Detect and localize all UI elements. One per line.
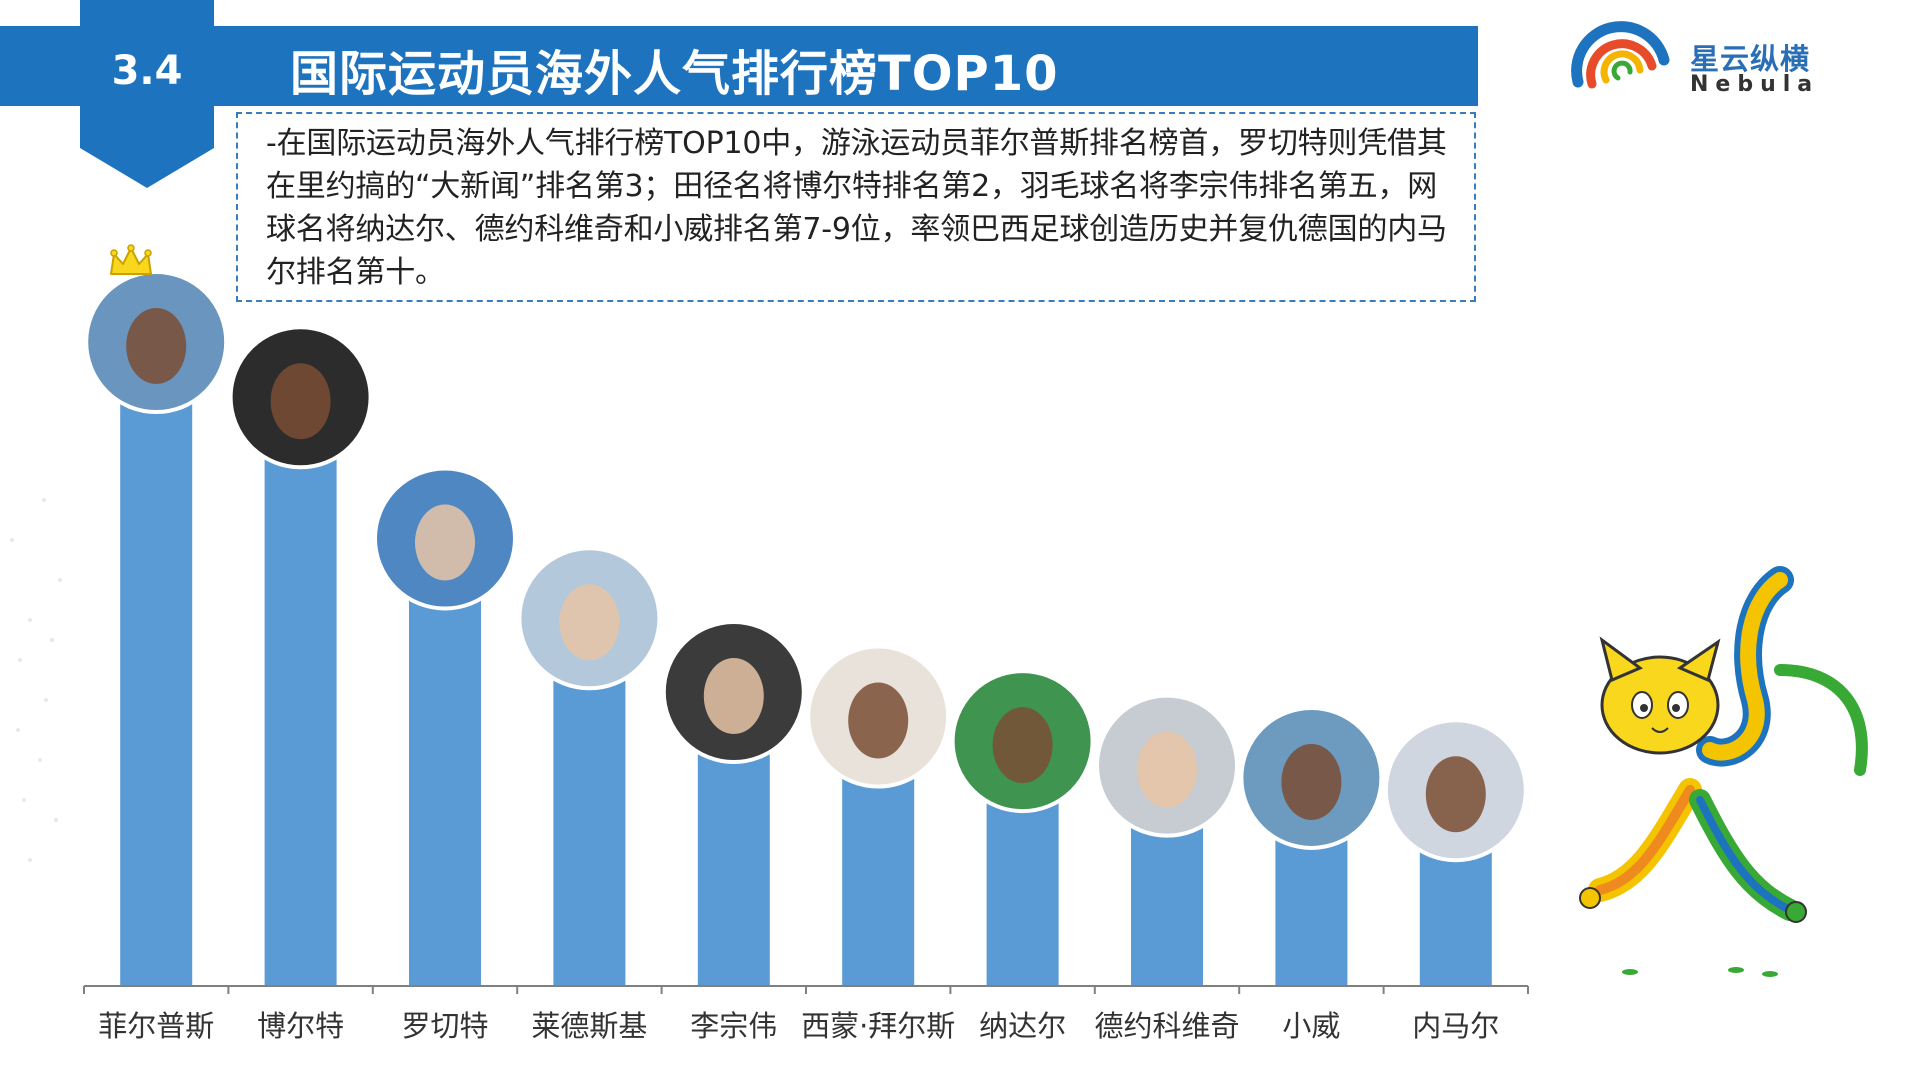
x-tick-label: 德约科维奇 xyxy=(1094,1009,1239,1043)
x-tick-label: 李宗伟 xyxy=(690,1009,777,1043)
x-tick-label: 莱德斯基 xyxy=(531,1009,647,1043)
avatar-face xyxy=(992,707,1053,784)
avatar-face xyxy=(126,308,187,384)
avatar-face xyxy=(1425,756,1486,833)
avatar-face xyxy=(703,657,764,734)
avatar-face xyxy=(848,682,909,759)
x-tick-label: 博尔特 xyxy=(257,1009,344,1043)
avatar-face xyxy=(415,504,475,581)
avatar-face xyxy=(559,584,620,661)
avatar-face xyxy=(1137,731,1197,808)
x-tick-label: 西蒙·拜尔斯 xyxy=(801,1009,955,1043)
summary-box xyxy=(236,112,1476,302)
x-tick-label: 小威 xyxy=(1282,1009,1340,1043)
crown-icon xyxy=(110,244,152,275)
page-title: 国际运动员海外人气排行榜TOP10 xyxy=(290,46,1059,102)
x-tick-label: 纳达尔 xyxy=(979,1009,1066,1043)
mascot-illustration xyxy=(1579,566,1868,977)
x-tick-label: 罗切特 xyxy=(401,1009,488,1043)
bar xyxy=(553,648,626,986)
avatar-face xyxy=(270,363,331,440)
logo-name-en: Nebula xyxy=(1690,72,1820,97)
summary-text: -在国际运动员海外人气排行榜TOP10中，游泳运动员菲尔普斯排名榜首，罗切特则凭… xyxy=(266,126,1447,290)
avatar-face xyxy=(1281,743,1342,820)
header-bar xyxy=(0,26,1478,106)
x-tick-label: 菲尔普斯 xyxy=(98,1009,214,1043)
logo-name-cn: 星云纵横 xyxy=(1690,42,1811,76)
x-tick-label: 内马尔 xyxy=(1412,1009,1499,1043)
section-tab xyxy=(80,0,214,148)
bar xyxy=(409,568,481,986)
nebula-logo xyxy=(1571,21,1670,89)
section-tab-arrow xyxy=(80,148,214,188)
bar xyxy=(264,427,337,986)
bar xyxy=(120,372,193,986)
section-number: 3.4 xyxy=(111,48,183,94)
bar xyxy=(697,721,770,986)
